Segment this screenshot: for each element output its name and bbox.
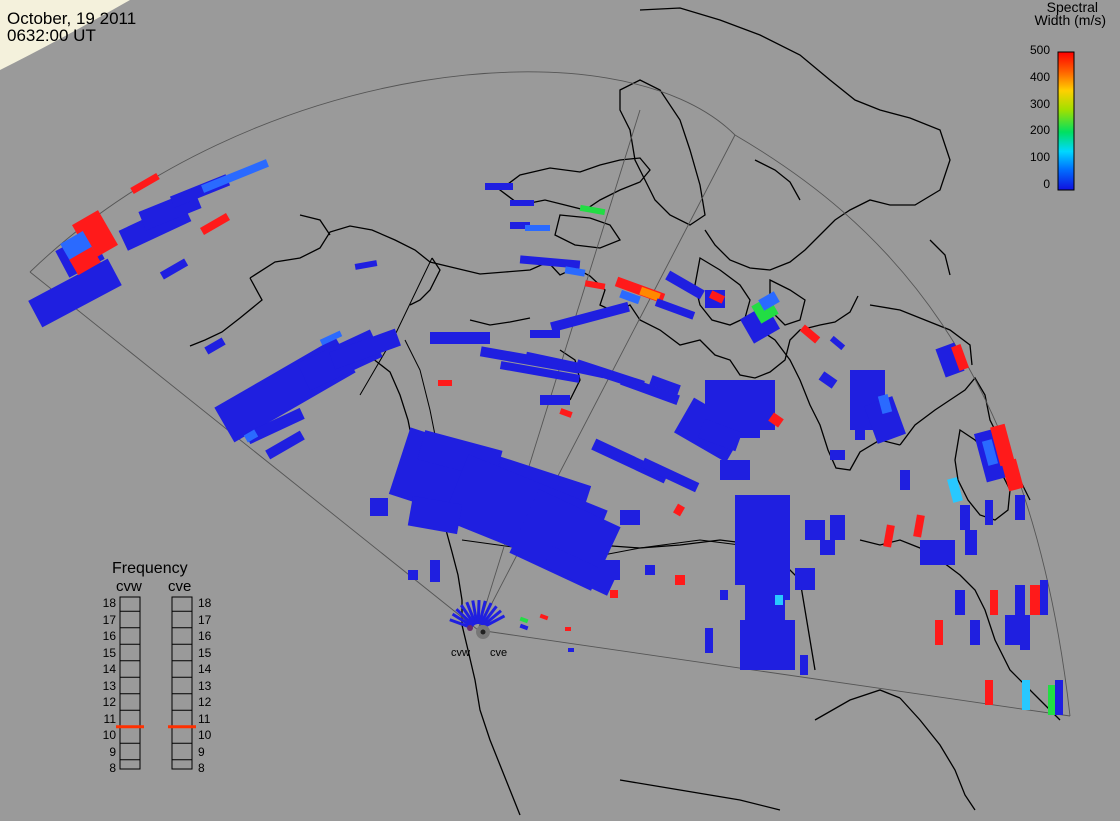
colorbar-tick-400: 400 (1029, 69, 1050, 84)
frequency-markers (116, 725, 196, 729)
frequency-marker-cvw (116, 725, 144, 729)
time-label: 0632:00 UT (7, 26, 96, 45)
frequency-tick-17: 17 (198, 612, 212, 627)
radar-site-markers (467, 625, 490, 639)
frequency-tick-17: 17 (102, 612, 116, 627)
frequency-tick-8: 8 (109, 761, 116, 775)
frequency-tick-12: 12 (198, 695, 212, 709)
colorbar-tick-100: 100 (1029, 150, 1050, 165)
colorbar-tick-200: 200 (1029, 123, 1050, 138)
frequency-tick-13: 13 (198, 678, 212, 693)
terminator-patch (0, 0, 130, 70)
radar-label-cve: cve (490, 647, 508, 659)
colorbar-tick-0: 0 (1043, 177, 1050, 191)
frequency-tick-9: 9 (198, 744, 205, 759)
frequency-bar-cve (171, 596, 193, 770)
frequency-marker-cve (168, 725, 196, 729)
colorbar (1057, 51, 1075, 191)
colorbar-tick-500: 500 (1029, 43, 1050, 57)
frequency-tick-8: 8 (198, 761, 205, 775)
frequency-tick-11: 11 (198, 711, 211, 726)
frequency-tick-11: 11 (103, 711, 116, 726)
date-label: October, 19 2011 (7, 9, 137, 28)
frequency-tick-10: 10 (102, 728, 116, 742)
frequency-gridlines (120, 610, 192, 761)
coastlines (189, 7, 1061, 816)
frequency-title: Frequency (112, 560, 188, 577)
frequency-tick-12: 12 (102, 695, 116, 709)
frequency-tick-14: 14 (102, 662, 116, 676)
frequency-tick-13: 13 (102, 678, 116, 693)
frequency-label-cvw: cvw (116, 578, 142, 595)
frequency-label-cve: cve (168, 578, 192, 595)
radar-label-cvw: cvw (451, 647, 470, 659)
frequency-tick-18: 18 (198, 596, 212, 610)
frequency-tick-9: 9 (109, 744, 116, 759)
frequency-tick-18: 18 (102, 596, 116, 610)
frequency-bars (119, 596, 193, 770)
frequency-tick-16: 16 (198, 629, 212, 643)
frequency-tick-16: 16 (102, 629, 116, 643)
colorbar-title-line2: Width (m/s) (1034, 12, 1106, 28)
frequency-tick-15: 15 (102, 645, 116, 660)
radar-site-cvw (467, 625, 473, 631)
colorbar-tick-300: 300 (1029, 96, 1050, 111)
colorbar-title-line1: Spectral (1046, 0, 1098, 15)
radar-scatter (28, 159, 1063, 715)
frequency-tick-10: 10 (198, 728, 212, 742)
frequency-tick-15: 15 (198, 645, 212, 660)
frequency-tick-14: 14 (198, 662, 212, 676)
frequency-bar-cvw (119, 596, 141, 770)
